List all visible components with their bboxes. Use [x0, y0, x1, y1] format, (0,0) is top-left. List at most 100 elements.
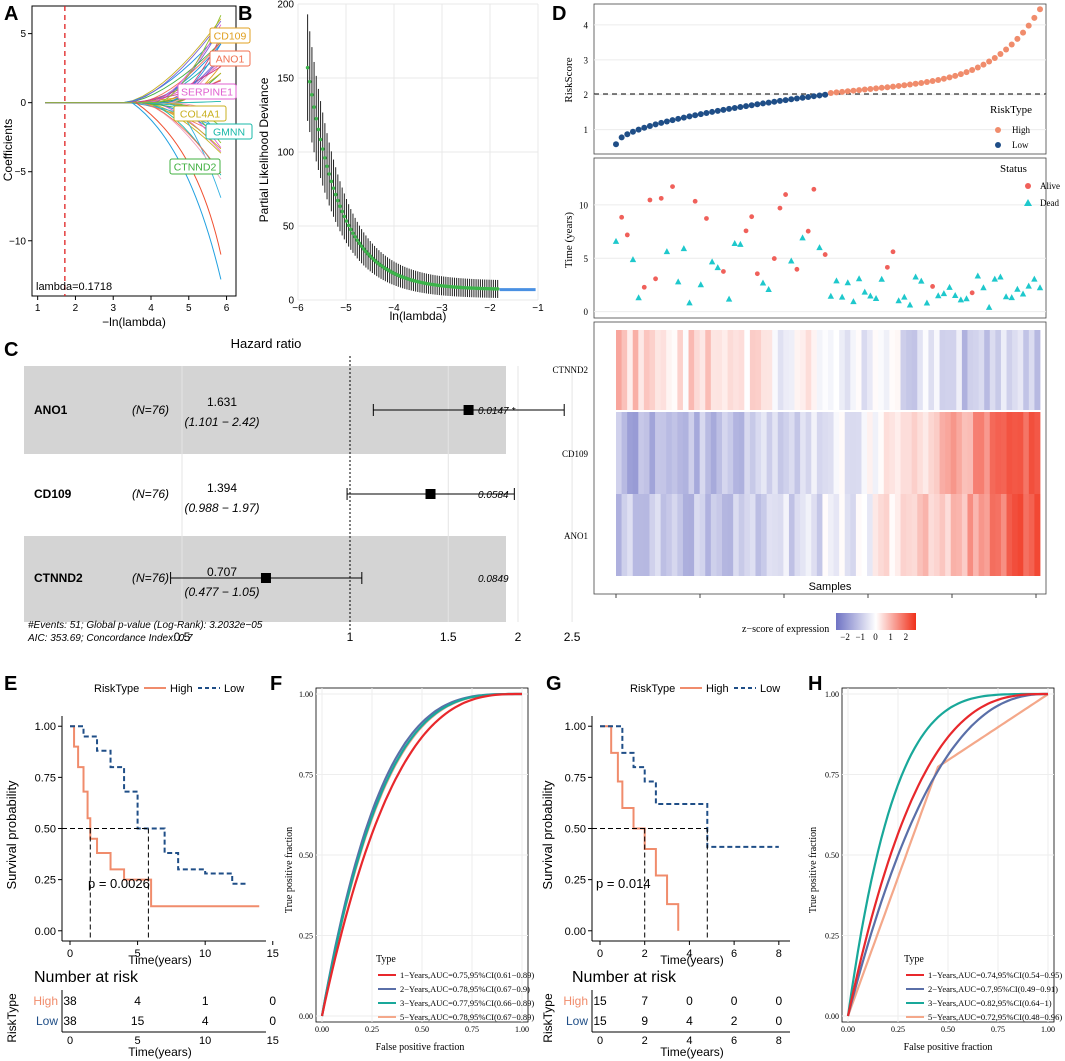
status-alive [624, 232, 630, 238]
y-tick-label: 10 [579, 200, 589, 210]
risk-point-high [923, 79, 930, 86]
heatmap-cell [655, 494, 662, 576]
heatmap-cell [794, 494, 801, 576]
panel-e-plot: 0.00 0.25 0.50 0.75 1.00 0 5 10 15 [35, 716, 279, 960]
panel-a-xticks: 1 2 3 4 5 6 [35, 296, 230, 314]
heatmap-cell [978, 494, 985, 576]
heatmap-cell [632, 494, 639, 576]
risk-point-low [652, 121, 659, 128]
y-tick-label: 0 [584, 307, 589, 317]
heatmap-cell [961, 412, 968, 494]
x-tick-label: −4 [388, 303, 400, 314]
heatmap-cell [984, 330, 991, 410]
heatmap-cell [978, 412, 985, 494]
heatmap-cell [733, 494, 740, 576]
gene-label-box [205, 123, 253, 140]
y-tick-label: 0.75 [825, 771, 839, 780]
risk-point-high [991, 54, 998, 61]
status-dead [708, 258, 716, 265]
risk-point-low [754, 101, 761, 108]
heatmap-cell [967, 330, 974, 410]
risk-count: 0 [731, 994, 738, 1008]
risk-point-low [759, 100, 766, 107]
x-tick-label: 0.50 [941, 1025, 955, 1034]
panel-f-xlabel: False positive fraction [376, 1042, 465, 1053]
panel-h-legend-title: Type [904, 954, 924, 965]
risk-point-low [816, 92, 823, 99]
risk-point-high [997, 50, 1004, 57]
panel-c-footer-1: #Events: 51; Global p-value (Log-Rank): … [28, 620, 263, 631]
panel-b: −6 −5 −4 −3 −2 −1 0 50 100 150 200 ln(lambda) Par… [257, 0, 544, 323]
panel-letter-a: A [4, 3, 18, 25]
panel-f-ylabel: True positive fraction [284, 827, 295, 913]
hr-point [425, 489, 436, 499]
heatmap-cell [621, 412, 628, 494]
heatmap-cell [883, 412, 890, 494]
risk-point-low [646, 123, 653, 130]
heatmap-cell [755, 330, 762, 410]
panel-c-hr: 0.707 [207, 565, 237, 579]
heatmap-cell [783, 330, 790, 410]
km-curve-low [70, 725, 246, 885]
deviance-point [364, 249, 368, 254]
risk-point-high [1025, 22, 1032, 29]
status-alive [641, 284, 647, 290]
zscore-tick-label: −2 [840, 632, 850, 642]
heatmap-cell [733, 412, 740, 494]
heatmap-cell [922, 412, 929, 494]
risk-point-high [935, 76, 942, 83]
risk-point-high [929, 78, 936, 85]
panel-letter-e: E [4, 673, 17, 695]
status-alive [890, 249, 896, 255]
heatmap-cell [900, 494, 907, 576]
coefficient-path [45, 20, 222, 104]
deviance-point [329, 179, 334, 184]
risk-point-high [986, 58, 993, 65]
heatmap-cell [855, 412, 862, 494]
x-tick-label: 8 [776, 948, 782, 960]
heatmap-cell [682, 494, 689, 576]
panel-h-ylabel: True positive fraction [808, 827, 819, 913]
panel-c-footer-2: AIC: 353.69; Concordance Index: 0.7 [27, 633, 193, 644]
heatmap-cell [688, 330, 695, 410]
panel-c-xticks: 0.5 1 1.5 2 2.5 [174, 630, 581, 644]
status-dead [963, 295, 970, 302]
panel-a-ylabel: Coefficients [1, 119, 15, 181]
status-alive [647, 197, 653, 203]
y-tick-label: 1 [584, 125, 589, 135]
heatmap-cell [911, 494, 918, 576]
status-dead [878, 275, 885, 282]
heatmap-cell [660, 330, 667, 410]
heatmap-cell [682, 412, 689, 494]
panel-e-legend-title: RiskType [94, 683, 139, 695]
panel-c-p: 0.0584 [478, 490, 509, 501]
status-dead [935, 292, 942, 299]
status-dead [867, 292, 874, 299]
status-dead [974, 272, 982, 279]
panel-c-estimates [170, 404, 565, 584]
status-alive [777, 205, 783, 211]
heatmap-cell [733, 330, 740, 410]
heatmap-cell [984, 412, 991, 494]
status-dead [918, 277, 925, 284]
risk-point-high [1014, 35, 1021, 42]
heatmap-cell [749, 412, 756, 494]
deviance-point [331, 186, 336, 190]
status-dead [737, 240, 744, 247]
heatmap-cell [861, 330, 868, 410]
panel-e-xlabel: Time(years) [128, 953, 192, 967]
heatmap-cell [995, 494, 1002, 576]
panel-g-plot: 0.00 0.25 0.50 0.75 1.00 0 2 4 6 8 [565, 716, 790, 960]
x-tick-label: 0.00 [315, 1025, 329, 1034]
heatmap-cell [850, 494, 857, 576]
zscore-tick-label: 1 [888, 632, 893, 642]
heatmap-cell [1000, 494, 1007, 576]
heatmap-cell [749, 330, 756, 410]
heatmap-cell [967, 494, 974, 576]
y-tick-label: 1.00 [35, 721, 56, 733]
panel-d-legend-low-dot [995, 142, 1001, 148]
heatmap-cell [805, 330, 812, 410]
risk-point-high [901, 82, 908, 89]
status-alive [670, 184, 675, 189]
heatmap-cell [967, 412, 974, 494]
